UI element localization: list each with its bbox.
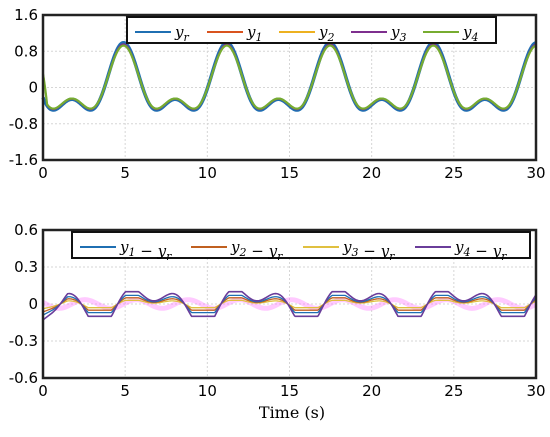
plot-frame — [41, 228, 538, 380]
x-axis-label: Time (s) — [259, 403, 325, 422]
legend-entry: y2 − yr — [230, 238, 283, 263]
x-tick-label: 5 — [120, 382, 130, 400]
x-tick-label: 30 — [526, 382, 545, 400]
x-tick-label: 10 — [198, 164, 217, 182]
y-tick-label: 0.6 — [14, 221, 38, 239]
legend-entry: y4 — [462, 23, 478, 44]
legend: yr y1 y2 y3 y4 — [126, 16, 497, 44]
legend: y1 − yr y2 − yr y3 − yr y4 − yr — [71, 231, 531, 263]
x-tick-label: 20 — [362, 164, 381, 182]
legend-entry: y1 — [246, 23, 262, 44]
y-tick-label: -0.3 — [9, 332, 38, 350]
legend-entry: y3 — [390, 23, 406, 44]
y-tick-label: 1.6 — [14, 6, 38, 24]
x-tick-label: 20 — [362, 382, 381, 400]
x-tick-label: 25 — [444, 382, 463, 400]
x-tick-label: 5 — [120, 164, 130, 182]
series-line-e-4 — [42, 290, 537, 321]
plot-frame — [41, 13, 538, 162]
y-tick-label: -0.6 — [9, 369, 38, 387]
y-tick-label: 0.8 — [14, 42, 38, 60]
y-tick-label: -0.8 — [9, 115, 38, 133]
legend-box — [126, 16, 497, 44]
x-tick-label: 30 — [526, 164, 545, 182]
x-tick-label: 15 — [280, 164, 299, 182]
y-tick-label: 0.3 — [14, 258, 38, 276]
x-tick-label: 0 — [38, 164, 48, 182]
y-tick-label: 0 — [28, 79, 38, 97]
x-tick-label: 25 — [444, 164, 463, 182]
y-tick-label: 0 — [28, 295, 38, 313]
y-tick-label: -1.6 — [9, 151, 38, 169]
x-tick-label: 0 — [38, 382, 48, 400]
legend-entry: y3 − yr — [342, 238, 395, 263]
bottom-subplot: 0 5 10 15 20 25 30 -0.6 -0.3 0 0.3 0.6 y1 − yr y2 − y… — [9, 221, 546, 400]
top-subplot: 0 5 10 15 20 25 30 -1.6 -0.8 0 0.8 1.6 yr y1 y2 y3 y4 — [9, 6, 546, 182]
legend-entry: y2 — [318, 23, 334, 44]
legend-entry: yr — [174, 23, 189, 44]
legend-box — [71, 231, 531, 259]
legend-entry: y4 − yr — [454, 238, 507, 263]
series-line-y-4 — [41, 44, 537, 110]
legend-entry: y1 − yr — [119, 238, 172, 263]
x-tick-label: 10 — [198, 382, 217, 400]
x-tick-label: 15 — [280, 382, 299, 400]
